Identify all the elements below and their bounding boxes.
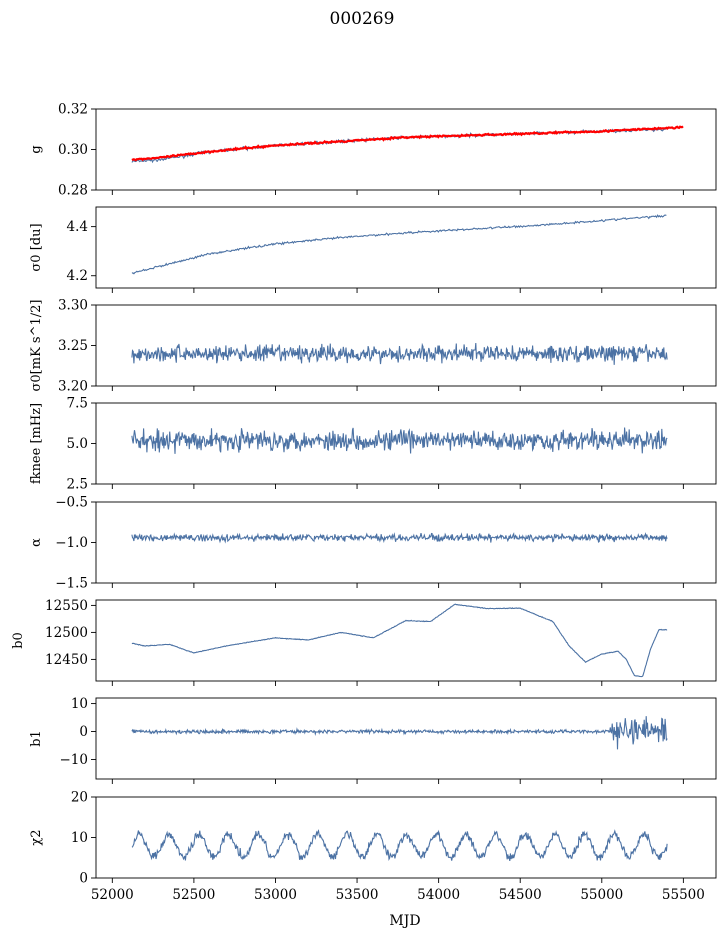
y-axis-label-3: σ0[mK s^1/2] <box>29 300 44 392</box>
plot-area-7 <box>131 716 668 750</box>
x-tick-label: 53500 <box>336 887 379 903</box>
plot-area-6 <box>131 603 668 678</box>
y-tick-label: 0 <box>79 871 88 887</box>
y-axis-label-5: α <box>29 538 44 547</box>
x-tick-label: 54500 <box>499 887 542 903</box>
series-line-chi2 <box>131 829 668 861</box>
y-tick-label: 0.30 <box>58 142 88 158</box>
y-axis-label-6: b0 <box>11 632 26 649</box>
plot-area-3 <box>131 342 668 365</box>
axes-frame-3 <box>95 304 717 387</box>
panel-1: 0.28 0.30 0.32 g <box>29 102 717 199</box>
y-tick-label: 10 <box>71 830 88 846</box>
series-line-sigma0 <box>131 214 667 275</box>
y-tick-label: 0.28 <box>58 183 88 199</box>
y-tick-label: −10 <box>60 752 89 768</box>
panel-7: −10 0 10 b1 <box>29 696 717 784</box>
panel-8: 0 10 20 52000 52500 53000 53500 54000 54500 55000… <box>29 790 717 903</box>
x-tick-label: 54000 <box>417 887 460 903</box>
y-tick-label: 12450 <box>45 652 88 668</box>
y-tick-label: −1.5 <box>55 576 88 592</box>
plot-area-1 <box>131 125 684 164</box>
y-axis-label-4: fknee [mHz] <box>29 403 44 484</box>
y-tick-label: 3.20 <box>58 379 88 395</box>
y-tick-label: −1.0 <box>55 535 88 551</box>
y-axis-label-7: b1 <box>29 730 44 747</box>
x-tick-label: 52500 <box>172 887 215 903</box>
y-tick-label: 0 <box>79 724 88 740</box>
panel-3: 3.20 3.25 3.30 σ0[mK s^1/2] <box>29 298 717 395</box>
y-tick-label: 3.30 <box>58 298 88 314</box>
series-line-fknee <box>131 427 668 454</box>
plot-area-5 <box>131 532 668 544</box>
x-tick-label: 53000 <box>254 887 297 903</box>
axes-frame-2 <box>95 206 717 289</box>
series-line-alpha <box>131 532 668 544</box>
figure-title: 000269 <box>330 9 395 29</box>
plot-area-4 <box>131 427 668 454</box>
y-tick-label: 10 <box>71 696 88 712</box>
axes-frame-8 <box>95 796 717 879</box>
panels: 0.28 0.30 0.32 g 4.2 4.4 σ0 [du] 3.20 3.25 3.30 σ0… <box>11 102 717 903</box>
panel-5: −1.5 −1.0 −0.5 α <box>29 495 717 592</box>
y-tick-label: 12500 <box>45 625 88 641</box>
y-tick-label: 3.25 <box>58 338 88 354</box>
axes-frame-5 <box>95 501 717 584</box>
y-tick-label: 2.5 <box>67 477 88 493</box>
y-tick-label: −0.5 <box>55 495 88 511</box>
y-tick-label: 12550 <box>45 598 88 614</box>
y-axis-label-2: σ0 [du] <box>29 223 44 271</box>
x-tick-label: 55500 <box>662 887 705 903</box>
x-tick-label: 52000 <box>91 887 134 903</box>
panel-6: 12450 12500 12550 b0 <box>11 598 717 686</box>
y-tick-label: 5.0 <box>67 436 88 452</box>
y-tick-label: 20 <box>71 790 88 806</box>
series-line-b1 <box>131 716 668 750</box>
axes-frame-6 <box>95 599 717 682</box>
panel-4: 2.5 5.0 7.5 fknee [mHz] <box>29 396 717 493</box>
y-tick-label: 7.5 <box>67 396 88 412</box>
y-axis-label-8: χ2 <box>29 829 44 845</box>
x-axis-label: MJD <box>389 913 420 929</box>
y-tick-label: 4.2 <box>67 268 88 284</box>
series-line-g-fit <box>131 125 684 162</box>
plot-area-8 <box>131 829 668 861</box>
axes-frame-7 <box>95 697 717 780</box>
axes-frame-1 <box>95 108 717 191</box>
series-line-b0 <box>131 603 668 678</box>
series-line-g <box>131 127 667 164</box>
y-tick-label: 4.4 <box>67 219 88 235</box>
x-tick-label: 55000 <box>580 887 623 903</box>
plot-area-2 <box>131 214 667 275</box>
y-axis-label-1: g <box>29 145 44 153</box>
y-tick-label: 0.32 <box>58 102 88 118</box>
panel-2: 4.2 4.4 σ0 [du] <box>29 206 717 293</box>
series-line-white-noise <box>131 342 668 365</box>
